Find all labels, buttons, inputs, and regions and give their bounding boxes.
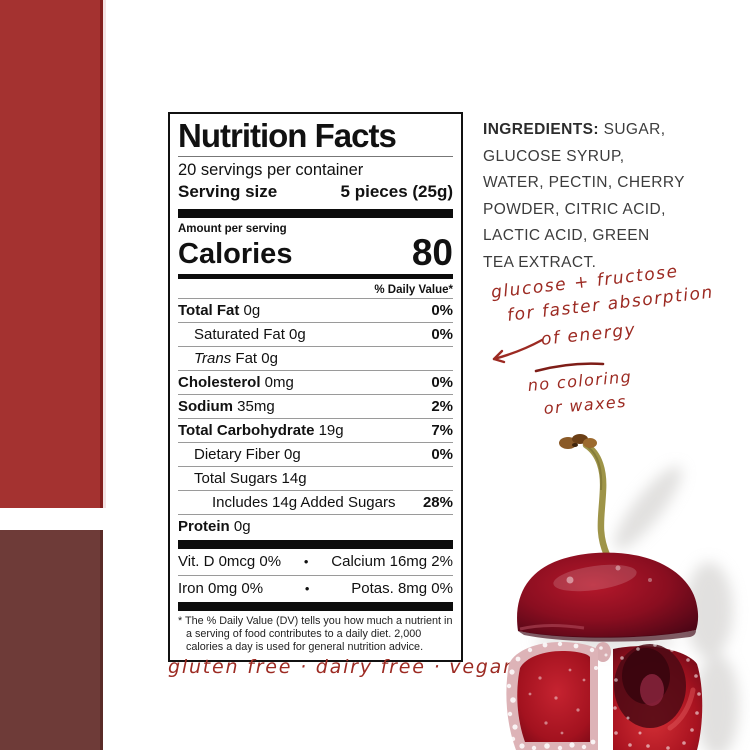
nutrient-row: Total Fat 0g 0% (178, 298, 453, 322)
daily-value-header: % Daily Value* (374, 284, 453, 296)
ingredients-line: POWDER, CITRIC ACID, (483, 200, 666, 218)
cherry-stem-tip (559, 434, 597, 449)
handwritten-note-energy: of energy (540, 319, 638, 350)
nutrient-row: Includes 14g Added Sugars 28% (178, 490, 453, 514)
curved-arrow-icon (492, 338, 544, 364)
medium-divider (178, 274, 453, 279)
bullet: • (303, 554, 309, 569)
thick-divider (178, 540, 453, 549)
micronutrient-row: Vit. D 0mcg 0% • Calcium 16mg 2% (178, 549, 453, 575)
tagline: gluten free · dairy free · vegan (168, 656, 517, 678)
ingredients-line: TEA EXTRACT. (483, 253, 597, 271)
ingredients-line: INGREDIENTS: SUGAR, (483, 121, 666, 138)
micro-left: Vit. D 0mcg 0% (178, 553, 282, 570)
left-maroon-panel (0, 530, 103, 750)
nutrient-row: Dietary Fiber 0g 0% (178, 442, 453, 466)
cherry-gummy-image (506, 434, 739, 750)
handwritten-note-or-waxes: or waxes (543, 391, 628, 418)
calories-value: 80 (411, 232, 453, 273)
cherry-nub (595, 642, 611, 662)
amount-per-serving-label: Amount per serving (178, 223, 287, 235)
ingredients-label: INGREDIENTS: (483, 121, 599, 138)
nutrient-row: Saturated Fat 0g 0% (178, 322, 453, 346)
serving-size-value: 5 pieces (25g) (340, 182, 453, 201)
cherry-stem (582, 441, 611, 559)
nutrient-row: Total Sugars 14g (178, 466, 453, 490)
thick-divider (178, 209, 453, 218)
cherry-top-half (517, 552, 699, 638)
ingredients-line: GLUCOSE SYRUP, (483, 147, 625, 165)
daily-value-footnote: * The % Daily Value (DV) tells you how m… (178, 615, 453, 653)
nutrition-facts-title: Nutrition Facts (178, 117, 397, 154)
servings-per-container: 20 servings per container (178, 161, 364, 179)
nutrition-facts-label: Nutrition Facts 20 servings per containe… (168, 112, 463, 662)
ingredients-line: LACTIC ACID, GREEN (483, 227, 650, 244)
calories-row: Calories 80 (178, 232, 453, 273)
micro-right: Potas. 8mg 0% (351, 580, 453, 597)
ingredients-line: WATER, PECTIN, CHERRY (483, 174, 685, 191)
calories-label: Calories (178, 238, 293, 270)
divider (178, 156, 453, 157)
gummy-piece-right (613, 643, 703, 750)
nutrient-row: Total Carbohydrate 19g 7% (178, 418, 453, 442)
thick-divider (178, 602, 453, 611)
ingredients-list: INGREDIENTS: SUGAR, GLUCOSE SYRUP, WATER… (483, 117, 713, 276)
nutrient-row: Cholesterol 0mg 0% (178, 370, 453, 394)
nutrient-row: Sodium 35mg 2% (178, 394, 453, 418)
micronutrient-row: Iron 0mg 0% • Potas. 8mg 0% (178, 575, 453, 602)
underline-stroke (534, 362, 605, 373)
bullet: • (304, 581, 310, 596)
micro-right: Calcium 16mg 2% (331, 553, 453, 570)
nutrient-rows: Total Fat 0g 0% Saturated Fat 0g 0% Trans Fa… (178, 298, 453, 538)
serving-size-row: Serving size 5 pieces (25g) (178, 181, 453, 203)
nutrient-row: Protein 0g (178, 514, 453, 538)
left-red-panel (0, 0, 103, 508)
gummy-wedge-left (506, 641, 598, 750)
micro-left: Iron 0mg 0% (178, 580, 264, 597)
serving-size-label: Serving size (178, 182, 278, 201)
nutrient-row: Trans Fat 0g (178, 346, 453, 370)
